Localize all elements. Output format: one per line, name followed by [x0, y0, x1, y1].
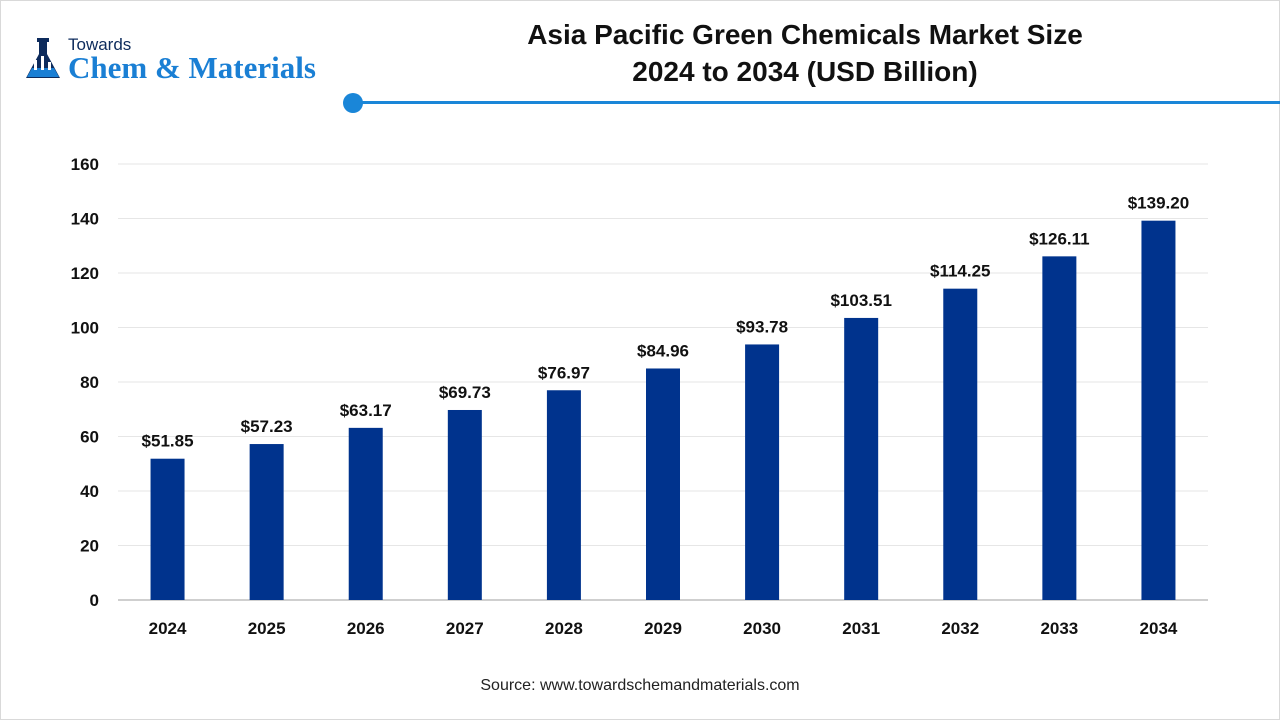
x-tick-label: 2029 — [644, 619, 682, 638]
y-tick-label: 120 — [71, 264, 99, 283]
title-rule — [356, 101, 1280, 104]
y-tick-label: 140 — [71, 210, 99, 229]
logo-text-towards: Towards — [68, 35, 132, 54]
y-tick-label: 80 — [80, 373, 99, 392]
bar — [646, 368, 680, 600]
x-tick-label: 2027 — [446, 619, 484, 638]
x-tick-label: 2034 — [1140, 619, 1178, 638]
x-tick-label: 2025 — [248, 619, 286, 638]
bar — [745, 344, 780, 600]
bar — [546, 390, 581, 600]
bar — [150, 458, 185, 600]
chart-title-line-1: Asia Pacific Green Chemicals Market Size — [527, 19, 1083, 50]
data-label: $93.78 — [736, 317, 788, 336]
data-label: $63.17 — [340, 401, 392, 420]
data-label: $139.20 — [1128, 194, 1189, 213]
chart-title-line-2: 2024 to 2034 (USD Billion) — [632, 56, 978, 87]
source-note: Source: www.towardschemandmaterials.com — [480, 677, 800, 694]
x-tick-label: 2032 — [941, 619, 979, 638]
bar — [844, 317, 879, 600]
data-label: $103.51 — [830, 291, 891, 310]
data-label: $76.97 — [538, 363, 590, 382]
bar — [1042, 256, 1077, 600]
y-tick-label: 100 — [71, 319, 99, 338]
data-label: $69.73 — [439, 383, 491, 402]
flask-icon — [26, 38, 60, 78]
data-label: $51.85 — [142, 432, 194, 451]
chart-title: Asia Pacific Green Chemicals Market Size… — [430, 16, 1180, 90]
y-tick-label: 20 — [80, 537, 99, 556]
bar — [943, 288, 978, 600]
bar — [348, 427, 383, 600]
data-label: $57.23 — [241, 417, 293, 436]
x-tick-label: 2026 — [347, 619, 385, 638]
data-label: $126.11 — [1029, 229, 1090, 248]
y-tick-label: 0 — [90, 591, 99, 610]
x-tick-label: 2031 — [842, 619, 880, 638]
bar — [447, 409, 482, 600]
bar — [249, 444, 284, 600]
y-tick-label: 160 — [71, 155, 99, 174]
x-tick-label: 2030 — [743, 619, 781, 638]
x-tick-label: 2028 — [545, 619, 583, 638]
logo-text-brand: Chem & Materials — [68, 50, 316, 85]
y-tick-label: 40 — [80, 482, 99, 501]
y-tick-label: 60 — [80, 428, 99, 447]
x-tick-label: 2024 — [149, 619, 187, 638]
title-rule-dot — [343, 93, 363, 113]
x-tick-label: 2033 — [1040, 619, 1078, 638]
data-label: $114.25 — [930, 262, 991, 281]
brand-logo: Towards Chem & Materials — [22, 34, 342, 86]
bar — [1141, 220, 1176, 600]
data-label: $84.96 — [637, 341, 689, 360]
